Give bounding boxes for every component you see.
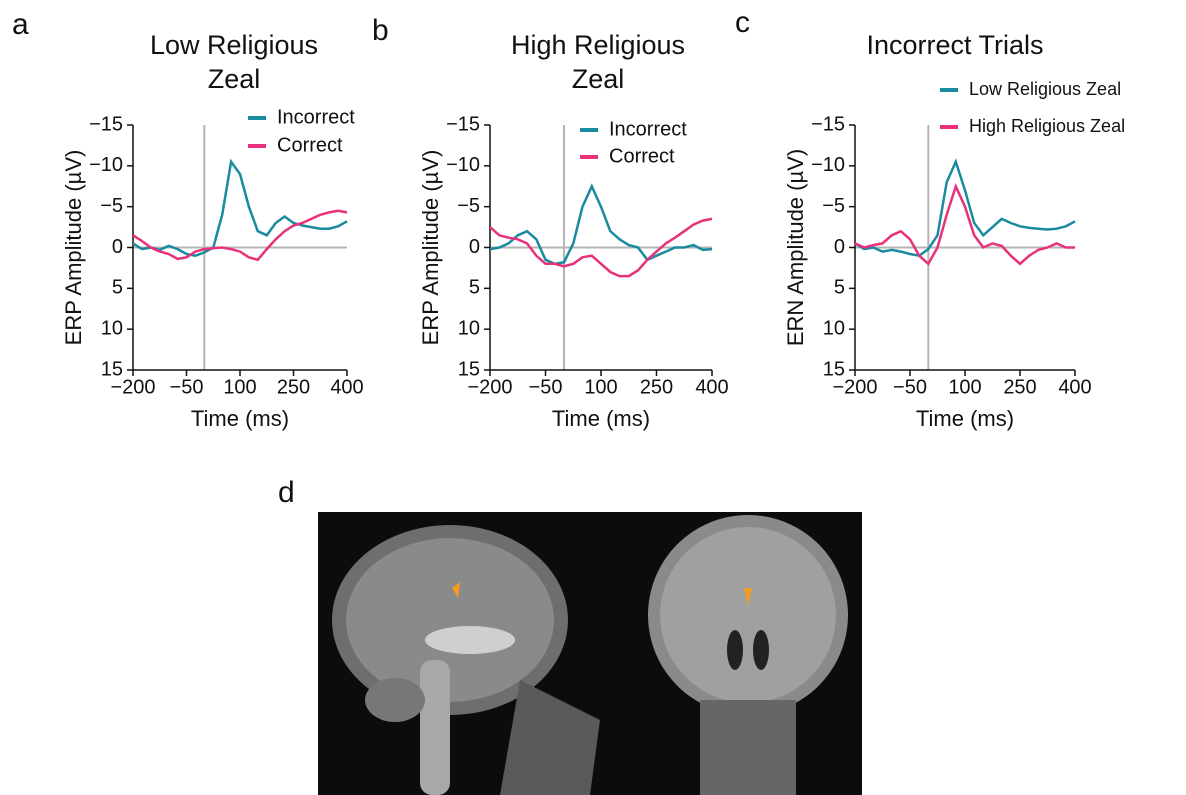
chart-title: Low Religious Zeal <box>124 28 344 96</box>
chart-title: High Religious Zeal <box>488 28 708 96</box>
legend-label: Incorrect <box>277 106 355 128</box>
x-tick-label: 100 <box>223 376 256 398</box>
x-axis-label: Time (ms) <box>191 406 289 431</box>
mri-image <box>318 512 862 795</box>
x-tick-label: −50 <box>893 376 927 398</box>
x-tick-label: 400 <box>330 376 363 398</box>
y-axis-label: ERP Amplitude (µV) <box>418 150 443 346</box>
x-tick-label: 100 <box>948 376 981 398</box>
legend-label: Correct <box>609 145 675 167</box>
y-axis-label: ERN Amplitude (µV) <box>783 149 808 346</box>
y-tick-label: 10 <box>458 317 480 339</box>
panel-letter: a <box>12 8 29 42</box>
y-tick-label: 5 <box>112 277 123 299</box>
y-tick-label: 10 <box>101 317 123 339</box>
legend-label: Low Religious Zeal <box>969 79 1121 99</box>
x-tick-label: 250 <box>640 376 673 398</box>
x-tick-label: −200 <box>110 376 155 398</box>
figure: −15−10−5051015−200−50100250400Time (ms)E… <box>0 0 1186 795</box>
panel-letter: d <box>278 476 295 510</box>
line-series <box>133 162 347 256</box>
line-series <box>133 211 347 260</box>
x-tick-label: 250 <box>277 376 310 398</box>
x-tick-label: −50 <box>170 376 204 398</box>
panel-letter: b <box>372 14 389 48</box>
y-tick-label: 5 <box>469 277 480 299</box>
x-axis-label: Time (ms) <box>552 406 650 431</box>
y-tick-label: 0 <box>112 236 123 258</box>
y-tick-label: −5 <box>457 195 480 217</box>
x-axis-label: Time (ms) <box>916 406 1014 431</box>
y-tick-label: −5 <box>822 195 845 217</box>
x-tick-label: −200 <box>832 376 877 398</box>
legend-label: Incorrect <box>609 118 687 140</box>
y-tick-label: −15 <box>811 113 845 135</box>
x-tick-label: 100 <box>584 376 617 398</box>
y-axis-label: ERP Amplitude (µV) <box>61 150 86 346</box>
x-tick-label: 250 <box>1003 376 1036 398</box>
x-tick-label: −200 <box>467 376 512 398</box>
line-series <box>855 186 1075 263</box>
y-tick-label: 5 <box>834 277 845 299</box>
chart-title: Incorrect Trials <box>845 28 1065 62</box>
panel-letter: c <box>735 6 750 40</box>
legend-label: Correct <box>277 134 343 156</box>
y-tick-label: −10 <box>811 154 845 176</box>
y-tick-label: 10 <box>823 317 845 339</box>
x-tick-label: −50 <box>529 376 563 398</box>
y-tick-label: −15 <box>446 113 480 135</box>
legend-label: High Religious Zeal <box>969 116 1125 136</box>
y-tick-label: −5 <box>100 195 123 217</box>
y-tick-label: 0 <box>469 236 480 258</box>
y-tick-label: 0 <box>834 236 845 258</box>
x-tick-label: 400 <box>1058 376 1091 398</box>
page: −15−10−5051015−200−50100250400Time (ms)E… <box>0 0 1186 795</box>
y-tick-label: −15 <box>89 113 123 135</box>
y-tick-label: −10 <box>89 154 123 176</box>
line-series <box>490 186 712 263</box>
y-tick-label: −10 <box>446 154 480 176</box>
x-tick-label: 400 <box>695 376 728 398</box>
